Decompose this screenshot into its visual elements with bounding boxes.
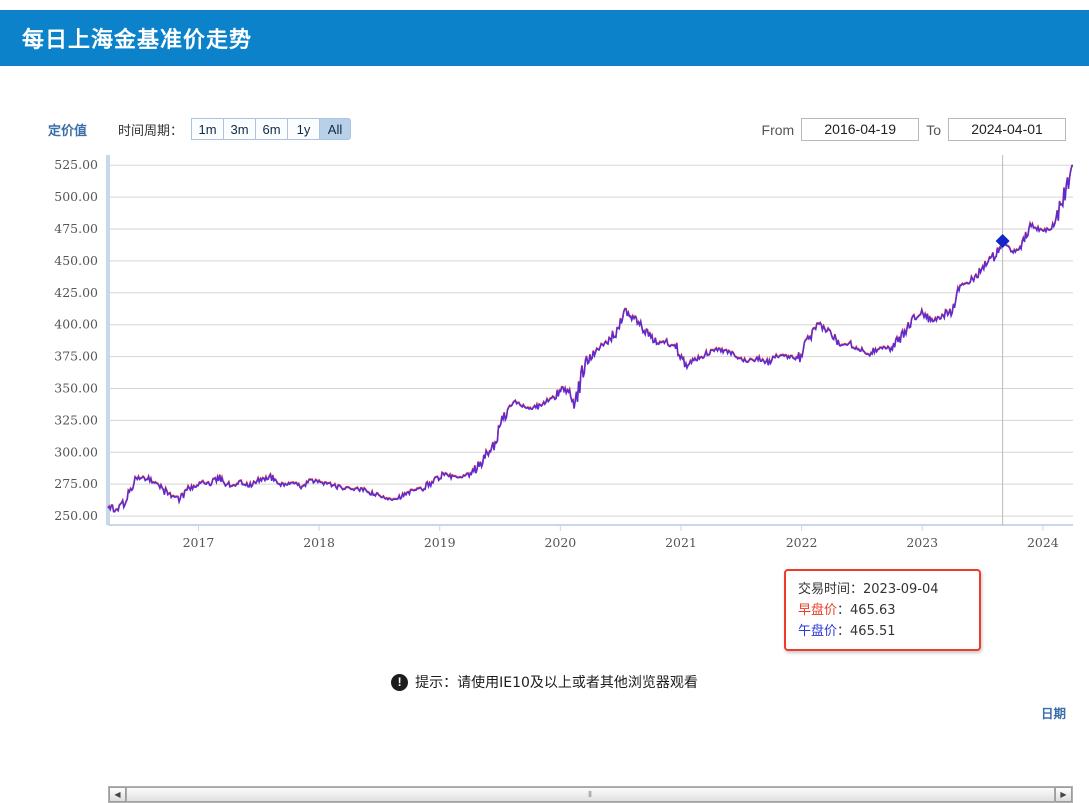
scrollbar-thumb[interactable]: ⦀ [126,787,1055,802]
range-button-all[interactable]: All [319,118,351,140]
range-selector: 时间周期： 1m 3m 6m 1y All [118,118,351,140]
range-button-3m[interactable]: 3m [223,118,255,140]
chart-container: 250.00275.00300.00325.00350.00375.00400.… [0,150,1089,670]
to-label: To [926,122,941,138]
from-label: From [762,122,795,138]
range-button-1y[interactable]: 1y [287,118,319,140]
range-button-6m[interactable]: 6m [255,118,287,140]
scrollbar-track[interactable]: ⦀ [126,787,1055,802]
scroll-left-button[interactable]: ◀ [109,787,126,802]
navigator-scrollbar[interactable]: ◀ ⦀ ▶ [108,786,1073,803]
footer-tip: ! 提示：请使用IE10及以上或者其他浏览器观看 [0,672,1089,692]
range-button-1m[interactable]: 1m [191,118,223,140]
scroll-right-button[interactable]: ▶ [1055,787,1072,802]
navigator-chart[interactable]: 2018202020222024 [0,150,1089,670]
x-axis-title: 日期 [1041,703,1066,722]
page-title: 每日上海金基准价走势 [22,22,252,54]
range-selector-label: 时间周期： [118,120,183,139]
footer-tip-text: 提示：请使用IE10及以上或者其他浏览器观看 [415,672,698,692]
app-header: 每日上海金基准价走势 [0,10,1089,66]
to-date-input[interactable]: 2024-04-01 [948,118,1066,141]
from-date-input[interactable]: 2016-04-19 [801,118,919,141]
warning-icon: ! [391,674,408,691]
date-range-controls: From 2016-04-19 To 2024-04-01 [762,118,1066,141]
y-axis-title: 定价值 [48,120,87,139]
